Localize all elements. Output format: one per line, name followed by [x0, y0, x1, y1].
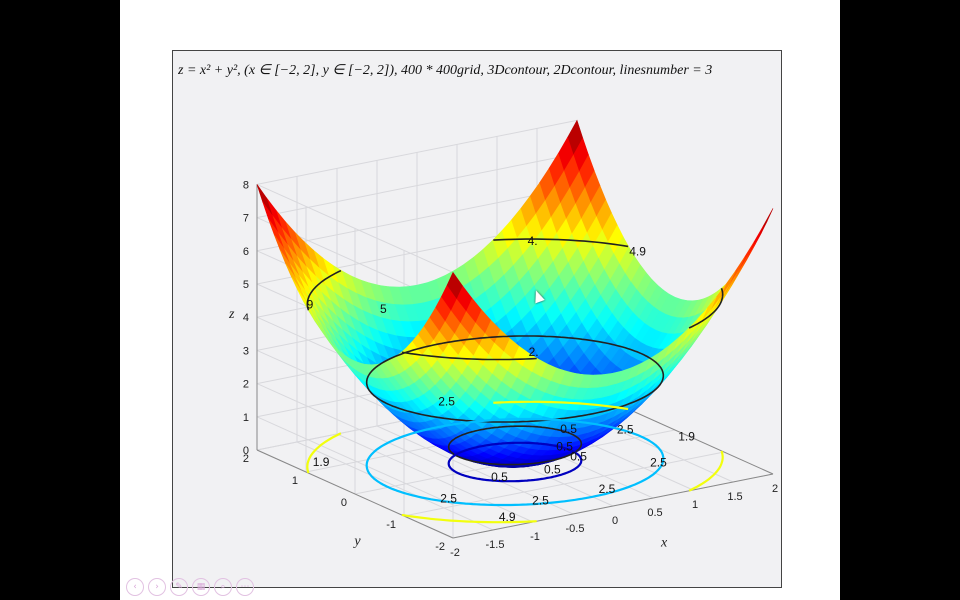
contour-label-3d: 0.5: [560, 422, 577, 436]
y-tick-label: -2: [435, 541, 445, 553]
contour-label-2d: 2.5: [617, 423, 634, 437]
z-tick-label: 5: [243, 279, 249, 291]
contour-label-2d: 0.5: [491, 470, 508, 484]
surface-patch: [729, 256, 746, 284]
z-axis-label: z: [228, 307, 235, 322]
contour-label-2d: 2.5: [532, 494, 549, 508]
floor-gridline: [403, 451, 725, 517]
contour-line-2d: [401, 513, 537, 524]
surface-patch: [446, 271, 463, 299]
surface-patch: [738, 241, 755, 270]
x-tick-label: 1: [692, 499, 698, 511]
surface-plot: 0.50.50.50.52.52.52.52.52.54.91.91.90.52…: [228, 119, 778, 559]
next-icon[interactable]: ›: [148, 578, 166, 596]
contour-label-2d: 1.9: [313, 455, 330, 469]
contour-label-2d: 2.5: [650, 456, 667, 470]
contour-line-2d: [306, 432, 342, 474]
x-tick-label: -2: [450, 547, 460, 559]
axis-line: [256, 449, 454, 539]
search-icon[interactable]: ⌕: [214, 578, 232, 596]
contour-line-3d: [493, 238, 629, 248]
contour-label-2d: 2.5: [440, 491, 457, 505]
contour-line-3d: [401, 351, 537, 361]
x-tick-label: -0.5: [566, 523, 585, 535]
slide-navigation: ‹ › ✎ ▦ ⌕ ⋯: [126, 578, 254, 598]
y-tick-label: -1: [386, 519, 396, 531]
contour-label-2d: 4.9: [499, 510, 516, 524]
chart-title-container: z = x² + y², (x ∈ [−2, 2], y ∈ [−2, 2]),…: [120, 0, 840, 78]
contour-line-3d: [688, 288, 724, 329]
contour-line-3d: [447, 425, 583, 466]
z-tick-label: 1: [243, 412, 249, 424]
more-icon[interactable]: ⋯: [236, 578, 254, 596]
contour-label-2d: 2.5: [599, 482, 616, 496]
contour-label-2d: 1.9: [678, 429, 695, 443]
contour-label-3d: 4.9: [629, 245, 646, 259]
contour-line-2d: [365, 417, 665, 507]
y-tick-label: 2: [243, 453, 249, 465]
surface-patch: [256, 184, 273, 216]
z-tick-label: 2: [243, 379, 249, 391]
x-tick-label: -1.5: [486, 539, 505, 551]
contour-label-3d: 2.: [529, 345, 539, 359]
z-tick-label: 7: [243, 213, 249, 225]
prev-icon[interactable]: ‹: [126, 578, 144, 596]
chart-title: z = x² + y², (x ∈ [−2, 2], y ∈ [−2, 2]),…: [178, 63, 713, 78]
contour-line-3d: [365, 335, 665, 423]
contour-line-2d: [688, 450, 724, 492]
contour-3d: [306, 238, 724, 466]
contour-label-3d: 5: [380, 302, 387, 316]
contour-2d: [306, 400, 724, 524]
z-tick-label: 0: [243, 445, 249, 457]
x-tick-label: -1: [530, 531, 540, 543]
x-axis-label: x: [660, 535, 668, 550]
y-tick-label: 1: [292, 475, 298, 487]
x-tick-label: 2: [772, 483, 778, 495]
axis-line: [452, 473, 774, 539]
z-tick-label: 6: [243, 246, 249, 258]
x-tick-label: 0.5: [647, 507, 662, 519]
pen-icon[interactable]: ✎: [170, 578, 188, 596]
contour-label-3d: 4.: [528, 234, 538, 248]
y-tick-label: 0: [341, 497, 347, 509]
x-tick-label: 0: [612, 515, 618, 527]
y-axis-label: y: [352, 534, 361, 549]
contour-line-2d: [447, 441, 583, 483]
z-tick-label: 4: [243, 312, 249, 324]
surface: [256, 119, 774, 468]
grid-icon[interactable]: ▦: [192, 578, 210, 596]
contour-line-2d: [493, 400, 629, 411]
contour-label-2d: 0.5: [544, 463, 561, 477]
tick-labels: 0 1 2 3 4 5 6 7 8 -2 -1.5 -1 -0.5 0 0.5 1 1.5 2 -2 -1 0 1 2: [243, 179, 778, 559]
contour-label-3d: 9: [307, 298, 314, 312]
z-tick-label: 8: [243, 179, 249, 191]
contour-label-3d: 2.5: [438, 394, 455, 408]
x-tick-label: 1.5: [727, 491, 742, 503]
contour-line-3d: [306, 269, 342, 311]
contour-label-2d: 0.5: [570, 449, 587, 463]
z-tick-label: 3: [243, 345, 249, 357]
presentation-slide: 0.5 0.5 0.5 0.5 2.5 2.5 2.5 2.5 2.5 4.9 1.9 1.9 0.5 2…: [120, 0, 840, 600]
contour-label-2d: 0.5: [556, 440, 573, 454]
